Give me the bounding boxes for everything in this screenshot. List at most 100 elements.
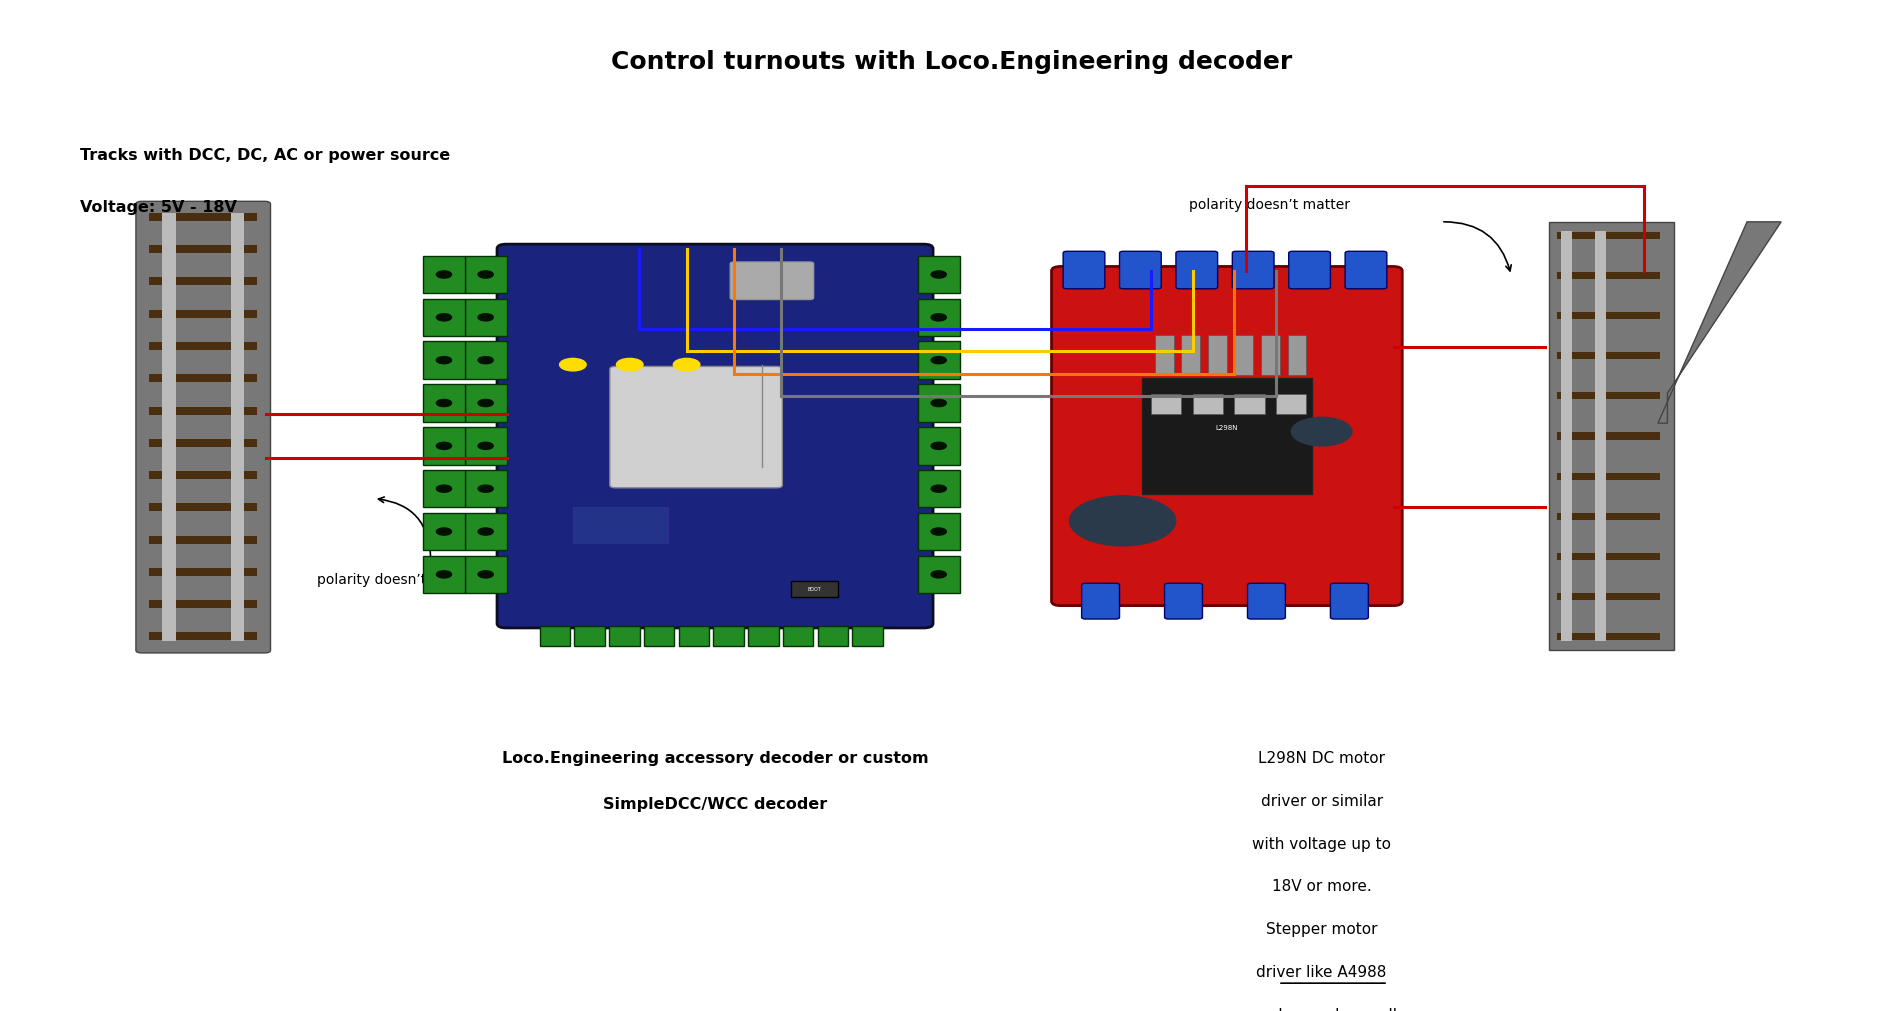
Text: L298N DC motor: L298N DC motor	[1259, 750, 1384, 765]
Bar	[678, 627, 708, 646]
Text: Control turnouts with Loco.Engineering decoder: Control turnouts with Loco.Engineering d…	[611, 51, 1293, 74]
Bar	[1287, 336, 1306, 376]
Text: polarity doesn’t matter: polarity doesn’t matter	[1188, 198, 1350, 211]
Bar	[423, 514, 465, 551]
Circle shape	[478, 357, 493, 364]
Text: SimpleDCC/WCC decoder: SimpleDCC/WCC decoder	[604, 797, 826, 812]
Bar	[748, 627, 779, 646]
Bar	[918, 470, 960, 508]
FancyBboxPatch shape	[135, 202, 270, 653]
FancyBboxPatch shape	[497, 245, 933, 628]
Bar	[1557, 514, 1660, 521]
Bar	[1557, 353, 1660, 360]
Bar	[1207, 336, 1226, 376]
Bar	[918, 556, 960, 593]
Bar	[423, 257, 465, 294]
Circle shape	[436, 357, 451, 364]
Circle shape	[478, 400, 493, 407]
Circle shape	[478, 443, 493, 450]
Bar	[539, 627, 569, 646]
Circle shape	[478, 485, 493, 492]
Bar	[853, 627, 883, 646]
Circle shape	[931, 529, 946, 536]
Bar	[918, 514, 960, 551]
Bar	[1557, 634, 1660, 641]
FancyBboxPatch shape	[1062, 252, 1104, 289]
Bar	[1557, 393, 1660, 400]
Circle shape	[617, 359, 644, 371]
Bar	[423, 556, 465, 593]
Bar	[1156, 336, 1173, 376]
Bar	[1234, 394, 1264, 415]
Bar	[423, 299, 465, 337]
Text: can be used as well: can be used as well	[1245, 1007, 1398, 1011]
FancyBboxPatch shape	[1289, 252, 1331, 289]
Bar	[423, 385, 465, 423]
Bar	[1557, 273, 1660, 280]
Bar	[149, 440, 257, 448]
FancyBboxPatch shape	[1165, 583, 1203, 620]
Bar	[149, 503, 257, 512]
Circle shape	[436, 314, 451, 321]
Text: Voltage: 5V - 18V: Voltage: 5V - 18V	[80, 200, 236, 215]
Bar	[1260, 336, 1279, 376]
Bar	[918, 342, 960, 379]
FancyBboxPatch shape	[1344, 252, 1386, 289]
Bar	[1557, 433, 1660, 440]
Circle shape	[1291, 418, 1352, 447]
Bar	[149, 343, 257, 351]
Bar	[783, 627, 813, 646]
Bar	[149, 633, 257, 641]
Bar	[918, 385, 960, 423]
Bar	[1557, 312, 1660, 319]
Bar	[918, 299, 960, 337]
Circle shape	[436, 571, 451, 578]
Bar	[465, 556, 506, 593]
Bar	[149, 278, 257, 286]
Bar	[1180, 336, 1200, 376]
Bar	[423, 342, 465, 379]
Bar	[644, 627, 674, 646]
Bar	[149, 601, 257, 609]
FancyBboxPatch shape	[731, 263, 813, 300]
Bar	[573, 508, 668, 544]
Bar	[790, 581, 838, 598]
Circle shape	[436, 400, 451, 407]
Bar	[465, 428, 506, 465]
Bar	[149, 471, 257, 479]
Bar	[465, 470, 506, 508]
Bar	[1557, 593, 1660, 601]
Text: L298N: L298N	[1215, 425, 1238, 431]
Circle shape	[931, 272, 946, 279]
Bar	[465, 385, 506, 423]
Bar	[149, 246, 257, 254]
Bar	[1234, 336, 1253, 376]
Circle shape	[436, 485, 451, 492]
Circle shape	[560, 359, 586, 371]
Bar	[1152, 394, 1180, 415]
Circle shape	[436, 272, 451, 279]
Bar	[149, 213, 257, 221]
Bar	[1550, 222, 1674, 651]
Text: driver like A4988: driver like A4988	[1257, 964, 1386, 979]
Bar	[149, 536, 257, 544]
FancyBboxPatch shape	[1177, 252, 1219, 289]
Circle shape	[931, 357, 946, 364]
Bar	[609, 627, 640, 646]
FancyBboxPatch shape	[1051, 267, 1401, 606]
Text: 18V or more.: 18V or more.	[1272, 879, 1371, 894]
Bar	[817, 627, 847, 646]
Bar	[230, 213, 244, 642]
Text: Tracks with DCC, DC, AC or power source: Tracks with DCC, DC, AC or power source	[80, 149, 449, 163]
Bar	[575, 627, 605, 646]
Bar	[149, 568, 257, 576]
Bar	[149, 407, 257, 416]
Text: with voltage up to: with voltage up to	[1253, 836, 1392, 850]
Text: polarity doesn’t matter: polarity doesn’t matter	[316, 572, 478, 586]
Text: Stepper motor: Stepper motor	[1266, 921, 1377, 936]
Bar	[1192, 394, 1222, 415]
Circle shape	[931, 571, 946, 578]
Circle shape	[931, 443, 946, 450]
Text: BOOT: BOOT	[807, 586, 821, 591]
Bar	[1557, 233, 1660, 240]
